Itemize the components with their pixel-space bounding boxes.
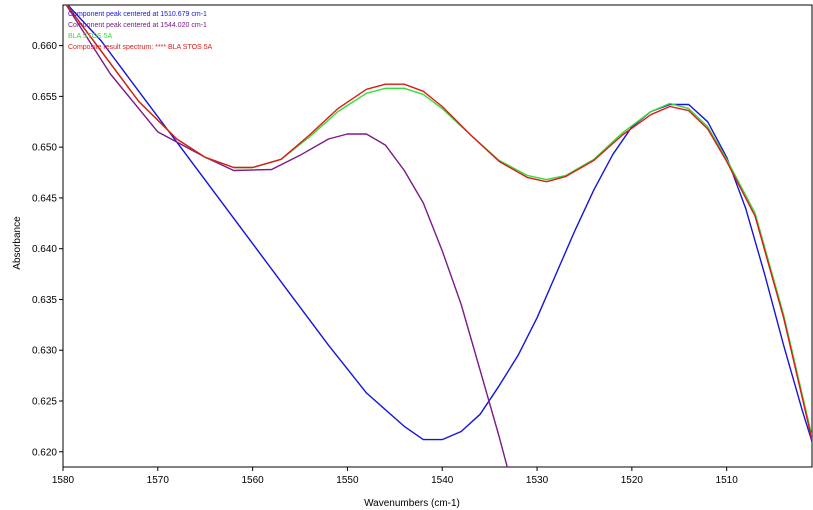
- plot-frame: [62, 4, 813, 468]
- y-tick-label: 0.630: [32, 346, 57, 357]
- y-tick-label: 0.660: [32, 41, 57, 52]
- y-axis-ticks: 0.620 0.625 0.630 0.635 0.640 0.645 0.650 0.655…: [32, 41, 63, 458]
- curves: [65, 5, 812, 467]
- y-tick-label: 0.620: [32, 447, 57, 458]
- x-tick-label: 1520: [621, 475, 644, 486]
- green-measured-spectrum-line: [65, 5, 812, 437]
- y-tick-label: 0.655: [32, 92, 57, 103]
- x-tick-label: 1550: [336, 475, 359, 486]
- y-tick-label: 0.625: [32, 397, 57, 408]
- plot-border: [62, 4, 813, 468]
- red-composite-spectrum-line: [65, 5, 812, 440]
- x-tick-label: 1530: [526, 475, 549, 486]
- x-tick-label: 1570: [147, 475, 170, 486]
- y-tick-label: 0.635: [32, 295, 57, 306]
- y-tick-label: 0.650: [32, 143, 57, 154]
- y-tick-label: 0.640: [32, 244, 57, 255]
- legend-entry: Component peak centered at 1544.020 cm-1: [68, 22, 207, 29]
- legend-entry: Component peak centered at 1510.679 cm-1: [68, 11, 207, 18]
- x-tick-label: 1510: [716, 475, 739, 486]
- x-axis-label: Wavenumbers (cm-1): [364, 498, 460, 509]
- x-axis-ticks: 1580 1570 1560 1550 1540 1530 1520 1510: [52, 467, 738, 486]
- legend: Component peak centered at 1510.679 cm-1…: [68, 11, 213, 51]
- legend-entry: BLA STOS 5A: [68, 33, 113, 40]
- x-tick-label: 1540: [431, 475, 454, 486]
- x-tick-label: 1580: [52, 475, 75, 486]
- x-tick-label: 1560: [241, 475, 264, 486]
- y-axis-label: Absorbance: [12, 216, 23, 270]
- legend-entry: Composite result spectrum: **** BLA STOS…: [68, 44, 213, 51]
- y-tick-label: 0.645: [32, 193, 57, 204]
- blue-component-peak-line: [66, 5, 812, 442]
- purple-component-peak-line: [65, 5, 508, 467]
